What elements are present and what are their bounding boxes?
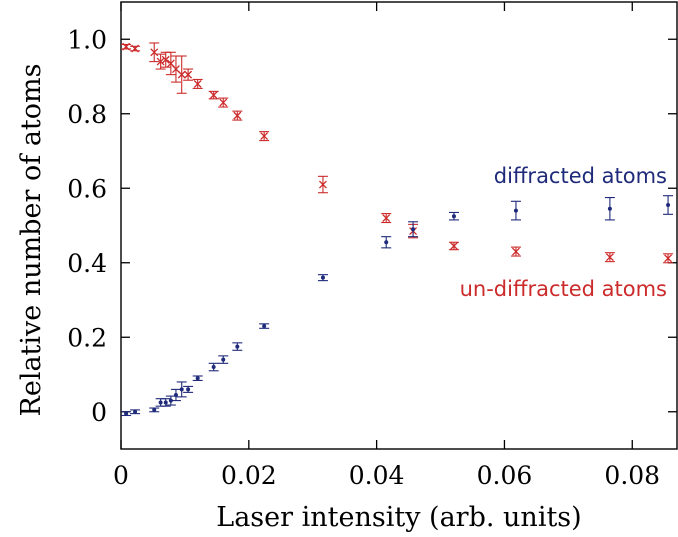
y-tick-label: 0.2 [67, 323, 107, 352]
y-tick-label: 1.0 [67, 25, 107, 54]
data-point [382, 214, 391, 223]
y-tick-label: 0.6 [67, 174, 107, 203]
labels-group: un-diffracted atoms diffracted atoms [460, 164, 667, 301]
series-diffracted-atoms [121, 195, 674, 417]
data-point [318, 180, 327, 189]
y-tick-label: 0.4 [67, 249, 107, 278]
data-point [186, 387, 191, 392]
data-point [320, 275, 325, 280]
data-point [173, 392, 178, 397]
plot-frame-group [120, 1, 678, 450]
data-point [179, 387, 184, 392]
data-point [177, 70, 186, 79]
data-point [211, 365, 216, 370]
data-point [168, 398, 173, 403]
data-point [233, 111, 242, 120]
data-point [156, 57, 165, 66]
series-un-diffracted-atoms [121, 42, 674, 264]
data-point [152, 407, 157, 412]
data-point [184, 70, 193, 79]
data-point [122, 42, 131, 51]
ticks-group: 0 0.02 0.04 0.06 0.08 0 0.2 0.4 0.6 0.8 1.0 [67, 2, 677, 490]
data-point [605, 253, 614, 262]
y-tick-label: 0.8 [67, 100, 107, 129]
x-tick-label: 0.02 [221, 461, 277, 490]
y-tick-label: 0 [91, 398, 107, 427]
data-point [450, 242, 458, 250]
x-axis-title: Laser intensity (arb. units) [216, 502, 581, 533]
data-point [451, 214, 456, 219]
data-point [411, 227, 416, 232]
data-point [607, 206, 612, 211]
data-point [513, 208, 518, 213]
data-point [131, 44, 140, 53]
data-point [384, 240, 389, 245]
y-axis-title: Relative number of atoms [16, 64, 47, 417]
plot-border [120, 1, 678, 450]
data-point [195, 376, 200, 381]
data-point [235, 344, 240, 349]
series-label-un-diffracted-atoms: un-diffracted atoms [460, 277, 667, 301]
series-label-diffracted-atoms: diffracted atoms [494, 164, 667, 188]
data-point [133, 409, 138, 414]
x-tick-label: 0 [113, 461, 129, 490]
data-point [219, 98, 228, 107]
data-point [161, 55, 170, 64]
data-point [666, 203, 671, 208]
data-point [163, 400, 168, 405]
data-point [260, 132, 269, 141]
data-point [511, 247, 520, 256]
data-point [158, 400, 163, 405]
data-group [121, 42, 674, 417]
x-tick-label: 0.06 [477, 461, 533, 490]
x-tick-label: 0.08 [604, 461, 660, 490]
data-point [262, 324, 267, 329]
data-point [209, 91, 218, 100]
data-point [124, 411, 129, 416]
data-point [193, 79, 202, 88]
x-tick-label: 0.04 [349, 461, 405, 490]
data-point [221, 357, 226, 362]
data-point [664, 254, 673, 263]
